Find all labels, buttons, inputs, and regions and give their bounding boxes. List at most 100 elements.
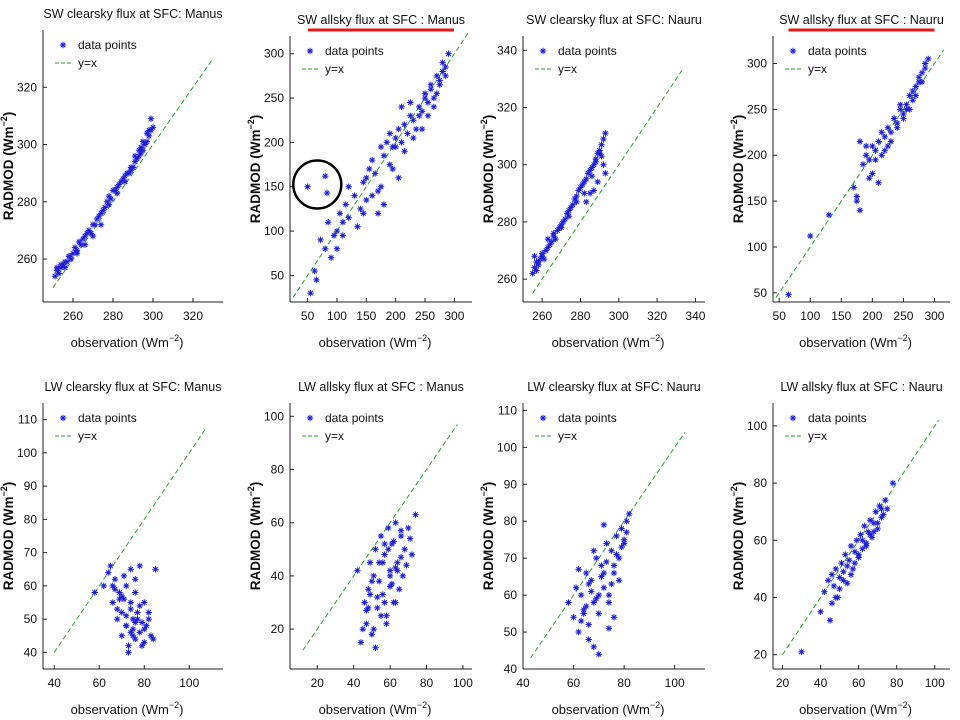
data-point <box>900 115 907 122</box>
data-point <box>887 138 895 145</box>
x-axis-label: observation (Wm−2) <box>799 700 912 717</box>
x-axis-label: observation (Wm−2) <box>319 333 432 350</box>
data-point <box>596 150 603 157</box>
legend-label-line: y=x <box>558 62 577 76</box>
y-tick-label: 280 <box>17 195 37 209</box>
data-point <box>863 542 870 550</box>
data-point <box>620 536 628 543</box>
data-point <box>878 152 885 159</box>
x-axis-label: observation (Wm−2) <box>552 333 665 350</box>
data-point <box>897 101 904 108</box>
data-point <box>359 625 366 633</box>
data-point <box>585 621 592 628</box>
data-point <box>840 577 847 584</box>
data-point <box>918 69 926 76</box>
panel-2: SW allsky flux at SFC : Manus 50 100 150 200… <box>246 13 472 350</box>
data-point <box>921 64 929 72</box>
data-point <box>921 60 929 67</box>
data-point <box>573 192 580 200</box>
data-point <box>906 92 913 99</box>
data-point <box>410 117 417 124</box>
data-point <box>111 187 119 194</box>
legend-label-line: y=x <box>78 429 97 443</box>
data-point <box>580 610 587 617</box>
data-point <box>365 586 372 593</box>
data-point <box>613 532 620 540</box>
data-point <box>415 103 423 111</box>
data-point <box>531 253 538 260</box>
data-point <box>139 147 147 154</box>
data-point <box>109 582 116 590</box>
y-tick-label: 50 <box>754 286 768 300</box>
data-point <box>363 196 370 204</box>
data-point <box>380 201 388 208</box>
data-point <box>401 121 408 128</box>
data-point <box>386 161 394 168</box>
data-point <box>529 270 536 277</box>
data-point <box>380 152 388 159</box>
data-point <box>371 170 379 177</box>
data-point <box>143 622 150 629</box>
y-tick-label: 50 <box>504 625 518 639</box>
data-point <box>127 629 134 636</box>
data-point <box>832 594 840 601</box>
data-point <box>598 141 605 148</box>
data-point <box>368 631 376 638</box>
data-point <box>588 172 596 180</box>
data-point <box>368 192 376 199</box>
data-point <box>595 651 603 658</box>
data-point <box>109 599 116 606</box>
data-point <box>79 235 87 243</box>
y-tick-label: 100 <box>264 224 284 238</box>
data-point <box>386 572 394 580</box>
data-point <box>418 125 426 133</box>
y-axis-label: RADMOD (Wm−2) <box>479 115 496 224</box>
y-axis-label: RADMOD (Wm−2) <box>729 482 746 591</box>
data-point <box>430 103 438 111</box>
data-point <box>575 187 582 194</box>
y-tick-label: 90 <box>504 477 518 491</box>
data-point <box>390 538 397 545</box>
data-point <box>381 551 388 558</box>
data-point <box>129 632 137 639</box>
data-point <box>884 124 892 131</box>
data-point <box>600 521 608 529</box>
data-point <box>394 567 401 574</box>
y-axis-label: RADMOD (Wm−2) <box>729 115 746 224</box>
data-point <box>575 566 582 573</box>
data-point <box>67 255 75 263</box>
x-tick-label: 340 <box>685 309 705 323</box>
data-point <box>857 531 864 538</box>
data-point <box>560 218 567 226</box>
data-point <box>602 170 609 177</box>
x-axis-label: observation (Wm−2) <box>71 333 184 350</box>
data-point <box>370 572 377 580</box>
y-tick-label: 110 <box>18 413 37 427</box>
legend-label-line: y=x <box>808 62 827 76</box>
data-point <box>374 604 381 612</box>
data-point <box>600 569 608 577</box>
y-tick-label: 100 <box>264 409 284 423</box>
data-point <box>327 254 335 261</box>
data-point <box>590 547 597 554</box>
data-point <box>866 531 874 538</box>
panel-7: LW clearsky flux at SFC: Nauru 40 60 80 100 4… <box>479 380 705 717</box>
data-point <box>881 147 888 154</box>
data-point <box>405 524 412 532</box>
data-point <box>395 125 402 133</box>
data-point <box>322 172 329 180</box>
y-tick-label: 40 <box>754 590 768 604</box>
data-point <box>853 537 860 544</box>
data-point <box>600 135 607 143</box>
data-point <box>304 183 311 190</box>
data-point <box>307 289 314 297</box>
data-point <box>872 156 879 164</box>
data-point <box>324 219 332 226</box>
data-point <box>360 179 367 186</box>
data-point <box>912 92 920 99</box>
data-point <box>404 130 411 137</box>
data-point <box>357 205 364 213</box>
y-tick-label: 40 <box>271 569 285 583</box>
chart-title: SW clearsky flux at SFC: Nauru <box>526 13 702 27</box>
data-point <box>125 642 132 649</box>
